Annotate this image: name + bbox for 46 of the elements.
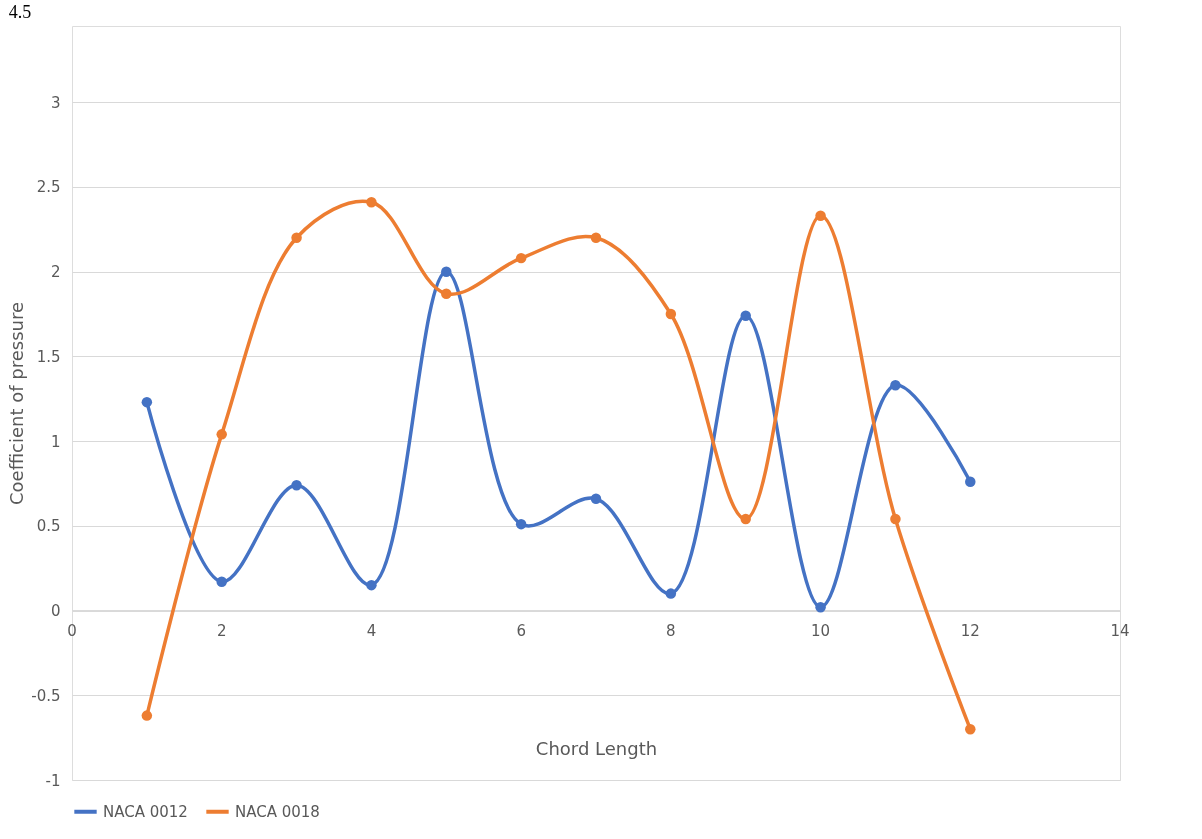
- x-axis-title: Chord Length: [535, 737, 658, 759]
- y-tick-label: -0.5: [31, 686, 61, 705]
- point: [141, 710, 153, 721]
- y-axis-title: Coefficient of pressure: [6, 301, 28, 506]
- y-tick-label: 0: [50, 602, 61, 621]
- y-tick-label: 0.5: [36, 517, 61, 536]
- point: [890, 513, 901, 525]
- point: [515, 518, 527, 530]
- point: [441, 266, 452, 277]
- x-tick-label: 10: [811, 621, 831, 640]
- y-tick-label: 1.5: [36, 347, 61, 366]
- legend-label: NACA 0012: [103, 802, 188, 821]
- x-tick-label: 8: [666, 621, 676, 640]
- y-tick-label: 1: [50, 432, 61, 451]
- point: [441, 288, 452, 299]
- legend-label: NACA 0018: [235, 802, 320, 821]
- point: [965, 723, 976, 735]
- chart-title: 4.5: [8, 2, 32, 22]
- x-tick-label: 6: [516, 621, 526, 640]
- point: [366, 579, 377, 591]
- point: [890, 379, 901, 391]
- y-tick-label: 2.5: [36, 178, 61, 197]
- point: [590, 232, 602, 244]
- y-tick-label: -1: [45, 771, 61, 790]
- y-tick-label: 2: [50, 263, 61, 282]
- x-tick-label: 4: [366, 621, 377, 640]
- point: [815, 601, 826, 613]
- x-tick-label: 2: [216, 621, 227, 640]
- point: [965, 476, 976, 488]
- point: [216, 429, 227, 440]
- point: [740, 310, 751, 321]
- y-tick-label: 3: [50, 93, 61, 112]
- x-tick-label: 12: [960, 621, 980, 640]
- point: [590, 493, 602, 504]
- point: [515, 252, 527, 264]
- point: [141, 396, 153, 408]
- point: [216, 576, 227, 587]
- point: [291, 232, 302, 244]
- point: [665, 588, 677, 599]
- x-tick-label: 0: [67, 621, 77, 640]
- x-tick-label: 14: [1110, 621, 1130, 640]
- point: [665, 308, 677, 320]
- point: [291, 479, 302, 491]
- point: [740, 513, 751, 525]
- point: [366, 196, 377, 208]
- point: [815, 210, 826, 221]
